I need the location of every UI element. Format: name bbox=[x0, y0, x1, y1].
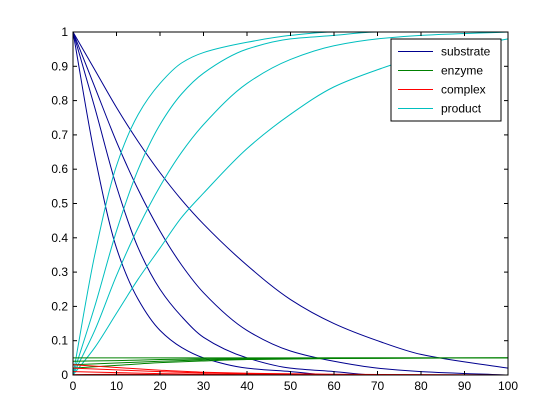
x-tick-label: 10 bbox=[110, 379, 124, 393]
legend-label-complex: complex bbox=[441, 83, 486, 97]
product-series-line-7 bbox=[72, 38, 509, 376]
x-tick-label: 50 bbox=[284, 379, 298, 393]
y-tick-label: 0.2 bbox=[51, 299, 68, 313]
substrate-series-line-2 bbox=[72, 31, 509, 376]
y-tick-label: 0.9 bbox=[51, 59, 68, 73]
x-tick-label: 80 bbox=[414, 379, 428, 393]
y-tick-label: 0.7 bbox=[51, 128, 68, 142]
enzyme-series-line-11 bbox=[72, 357, 509, 369]
legend-label-product: product bbox=[441, 102, 482, 116]
x-tick-label: 70 bbox=[371, 379, 385, 393]
x-tick-label: 0 bbox=[70, 379, 77, 393]
x-tick-label: 100 bbox=[498, 379, 518, 393]
y-tick-label: 0.4 bbox=[51, 231, 68, 245]
x-tick-label: 60 bbox=[327, 379, 341, 393]
product-series-line-6 bbox=[72, 31, 509, 376]
x-tick-label: 90 bbox=[458, 379, 472, 393]
legend-label-enzyme: enzyme bbox=[441, 64, 483, 78]
legend-label-substrate: substrate bbox=[441, 45, 491, 59]
series-layer bbox=[72, 31, 509, 376]
substrate-series-line-3 bbox=[72, 31, 509, 369]
legend: substrate enzyme complex product bbox=[390, 38, 502, 122]
y-tick-label: 0 bbox=[61, 368, 68, 382]
x-tick-label: 40 bbox=[240, 379, 254, 393]
y-tick-label: 0.5 bbox=[51, 197, 68, 211]
y-tick-label: 0.6 bbox=[51, 162, 68, 176]
x-tick-label: 30 bbox=[197, 379, 211, 393]
ticks-layer: 0 10 20 30 40 50 60 70 80 90 100 0 0.1 0.2 0.3 0.4 0.5 0.… bbox=[51, 25, 518, 393]
legend-box bbox=[390, 38, 502, 122]
y-tick-label: 0.3 bbox=[51, 265, 68, 279]
y-tick-label: 1 bbox=[61, 25, 68, 39]
y-tick-label: 0.8 bbox=[51, 94, 68, 108]
x-tick-label: 20 bbox=[153, 379, 167, 393]
y-tick-label: 0.1 bbox=[51, 334, 68, 348]
